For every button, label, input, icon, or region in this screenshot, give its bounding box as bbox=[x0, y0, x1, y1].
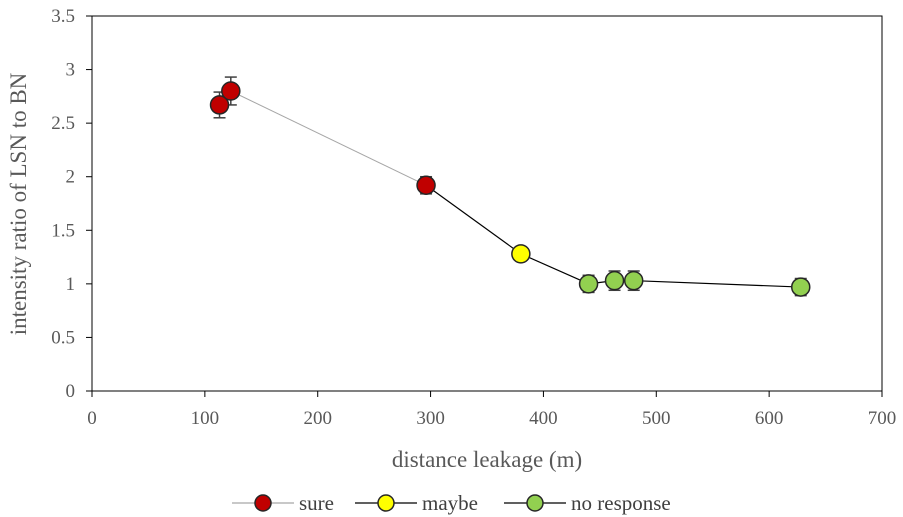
legend-label: no response bbox=[571, 491, 671, 515]
connector-line bbox=[425, 184, 522, 255]
legend: sure maybe no response bbox=[232, 491, 671, 515]
legend-marker bbox=[377, 494, 395, 512]
y-tick-label: 1 bbox=[66, 274, 76, 295]
y-tick-label: 2.5 bbox=[51, 113, 75, 134]
legend-marker bbox=[254, 494, 272, 512]
legend-marker bbox=[526, 494, 544, 512]
y-tick-label: 3 bbox=[66, 60, 76, 81]
y-tick-label: 2 bbox=[66, 167, 76, 188]
legend-label: sure bbox=[299, 491, 334, 515]
x-tick-label: 100 bbox=[191, 408, 220, 429]
plot-frame bbox=[91, 15, 883, 392]
legend-label: maybe bbox=[422, 491, 478, 515]
axis-ticks bbox=[86, 15, 883, 397]
x-tick-label: 600 bbox=[755, 408, 784, 429]
y-tick-label: 1.5 bbox=[51, 220, 75, 241]
data-point-sure bbox=[416, 175, 436, 196]
connector-line bbox=[230, 90, 427, 186]
x-tick-label: 400 bbox=[529, 408, 558, 429]
x-tick-label: 700 bbox=[868, 408, 897, 429]
x-tick-labels: 0 100 200 300 400 500 600 700 bbox=[87, 408, 896, 429]
data-point-no-response bbox=[790, 277, 811, 297]
error-bars bbox=[213, 76, 807, 297]
x-tick-label: 0 bbox=[87, 408, 97, 429]
y-tick-label: 0 bbox=[66, 381, 76, 402]
y-axis-title: intensity ratio of LSN to BN bbox=[6, 72, 31, 335]
x-tick-label: 500 bbox=[642, 408, 671, 429]
x-tick-label: 300 bbox=[416, 408, 445, 429]
y-tick-label: 3.5 bbox=[51, 6, 75, 27]
y-tick-label: 0.5 bbox=[51, 327, 75, 348]
y-tick-labels: 0 0.5 1 1.5 2 2.5 3 3.5 bbox=[51, 6, 75, 402]
series-connections bbox=[230, 90, 801, 288]
data-point-sure bbox=[209, 95, 230, 115]
connector-line bbox=[633, 280, 801, 288]
data-point-no-response bbox=[604, 270, 625, 291]
data-point-no-response bbox=[578, 274, 599, 294]
data-point-maybe bbox=[511, 244, 531, 264]
x-axis-title: distance leakage (m) bbox=[392, 447, 582, 472]
data-point-sure bbox=[221, 81, 241, 101]
connector-line bbox=[520, 253, 589, 285]
x-tick-label: 200 bbox=[303, 408, 332, 429]
data-point-no-response bbox=[623, 270, 644, 291]
data-points bbox=[209, 81, 811, 297]
